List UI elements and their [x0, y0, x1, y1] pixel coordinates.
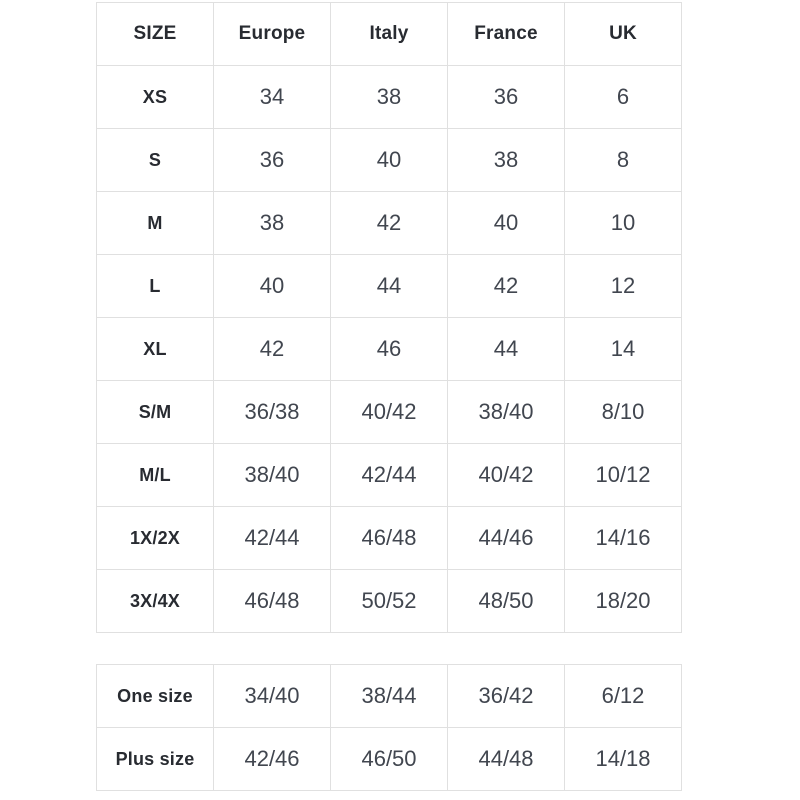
size-value: 40/42 — [447, 443, 565, 507]
size-value: 38/44 — [330, 664, 448, 728]
row-label: M/L — [96, 443, 214, 507]
column-header-uk: UK — [564, 2, 682, 66]
size-value: 14/16 — [564, 506, 682, 570]
size-value: 36 — [447, 65, 565, 129]
size-value: 46/48 — [330, 506, 448, 570]
size-value: 6 — [564, 65, 682, 129]
size-value: 38 — [447, 128, 565, 192]
column-header-italy: Italy — [330, 2, 448, 66]
size-value: 38 — [330, 65, 448, 129]
size-value: 44 — [330, 254, 448, 318]
table-row: S/M 36/38 40/42 38/40 8/10 — [96, 380, 682, 444]
size-conversion-table-head: SIZE Europe Italy France UK — [96, 2, 682, 66]
size-value: 46/48 — [213, 569, 331, 633]
size-value: 14 — [564, 317, 682, 381]
size-value: 44 — [447, 317, 565, 381]
header-row: SIZE Europe Italy France UK — [96, 2, 682, 66]
size-value: 14/18 — [564, 727, 682, 791]
size-value: 42/46 — [213, 727, 331, 791]
table-row: XS 34 38 36 6 — [96, 65, 682, 129]
size-value: 8/10 — [564, 380, 682, 444]
row-label: S — [96, 128, 214, 192]
size-value: 34 — [213, 65, 331, 129]
size-value: 48/50 — [447, 569, 565, 633]
table-row: XL 42 46 44 14 — [96, 317, 682, 381]
size-value: 38 — [213, 191, 331, 255]
size-value: 12 — [564, 254, 682, 318]
size-value: 50/52 — [330, 569, 448, 633]
table-row: L 40 44 42 12 — [96, 254, 682, 318]
size-value: 40 — [447, 191, 565, 255]
size-value: 42 — [213, 317, 331, 381]
size-value: 42 — [330, 191, 448, 255]
table-row: Plus size 42/46 46/50 44/48 14/18 — [96, 727, 682, 791]
size-value: 6/12 — [564, 664, 682, 728]
row-label: XL — [96, 317, 214, 381]
size-value: 38/40 — [213, 443, 331, 507]
size-value: 42 — [447, 254, 565, 318]
size-value: 8 — [564, 128, 682, 192]
table-row: One size 34/40 38/44 36/42 6/12 — [96, 664, 682, 728]
table-row: M 38 42 40 10 — [96, 191, 682, 255]
size-value: 10/12 — [564, 443, 682, 507]
column-header-france: France — [447, 2, 565, 66]
size-value: 42/44 — [330, 443, 448, 507]
row-label: 3X/4X — [96, 569, 214, 633]
size-value: 36/38 — [213, 380, 331, 444]
size-value: 44/46 — [447, 506, 565, 570]
row-label: 1X/2X — [96, 506, 214, 570]
size-value: 40 — [330, 128, 448, 192]
table-row: 3X/4X 46/48 50/52 48/50 18/20 — [96, 569, 682, 633]
column-header-size: SIZE — [96, 2, 214, 66]
size-value: 10 — [564, 191, 682, 255]
row-label: M — [96, 191, 214, 255]
row-label: XS — [96, 65, 214, 129]
table-row: S 36 40 38 8 — [96, 128, 682, 192]
column-header-europe: Europe — [213, 2, 331, 66]
size-value: 18/20 — [564, 569, 682, 633]
size-conversion-table: SIZE Europe Italy France UK XS 34 38 36 6 S 36 40 38… — [96, 2, 682, 633]
table-row: 1X/2X 42/44 46/48 44/46 14/16 — [96, 506, 682, 570]
row-label: Plus size — [96, 727, 214, 791]
size-value: 38/40 — [447, 380, 565, 444]
special-sizes-table: One size 34/40 38/44 36/42 6/12 Plus size 42/4… — [96, 664, 682, 791]
size-value: 36/42 — [447, 664, 565, 728]
row-label: S/M — [96, 380, 214, 444]
size-conversion-table-body: XS 34 38 36 6 S 36 40 38 8 M 38 42 40 10 L 40 44 42 12 XL 42 4… — [96, 65, 682, 633]
size-value: 44/48 — [447, 727, 565, 791]
size-value: 46/50 — [330, 727, 448, 791]
row-label: L — [96, 254, 214, 318]
special-sizes-table-body: One size 34/40 38/44 36/42 6/12 Plus size 42/4… — [96, 664, 682, 791]
size-value: 40/42 — [330, 380, 448, 444]
row-label: One size — [96, 664, 214, 728]
size-value: 40 — [213, 254, 331, 318]
table-row: M/L 38/40 42/44 40/42 10/12 — [96, 443, 682, 507]
size-value: 36 — [213, 128, 331, 192]
size-value: 42/44 — [213, 506, 331, 570]
size-value: 46 — [330, 317, 448, 381]
size-value: 34/40 — [213, 664, 331, 728]
